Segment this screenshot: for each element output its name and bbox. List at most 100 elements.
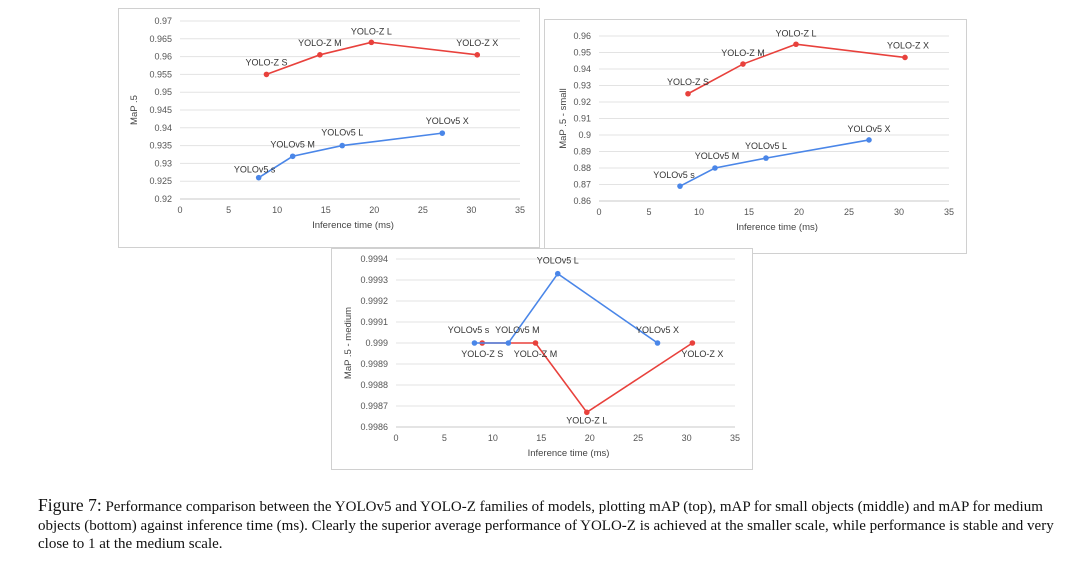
data-label: YOLOv5 L bbox=[537, 256, 579, 266]
data-label: YOLOv5 L bbox=[321, 128, 363, 138]
y-tick-label: 0.9987 bbox=[360, 401, 388, 411]
data-point bbox=[654, 340, 661, 346]
series-line bbox=[258, 132, 443, 179]
x-tick-label: 10 bbox=[694, 207, 704, 217]
data-point bbox=[289, 153, 296, 160]
figure-caption: Figure 7: Performance comparison between… bbox=[38, 496, 1070, 554]
caption-text: Performance comparison between the YOLOv… bbox=[38, 499, 1054, 552]
y-tick-label: 0.935 bbox=[149, 141, 172, 151]
y-tick-label: 0.89 bbox=[573, 147, 591, 157]
series-line bbox=[266, 41, 478, 76]
x-tick-label: 0 bbox=[596, 207, 601, 217]
data-label: YOLO-Z M bbox=[298, 38, 342, 48]
x-tick-label: 25 bbox=[844, 207, 854, 217]
x-tick-label: 5 bbox=[442, 433, 447, 443]
y-tick-label: 0.945 bbox=[149, 105, 172, 115]
caption-figure-label: Figure 7: bbox=[38, 495, 102, 515]
chart-panel-map-small bbox=[544, 19, 967, 254]
data-point bbox=[255, 174, 262, 181]
x-axis-title: Inference time (ms) bbox=[736, 222, 818, 233]
y-tick-label: 0.9994 bbox=[360, 254, 388, 264]
data-label: YOLOv5 X bbox=[847, 124, 890, 134]
y-tick-label: 0.95 bbox=[573, 48, 591, 58]
y-tick-label: 0.86 bbox=[573, 196, 591, 206]
y-tick-label: 0.96 bbox=[154, 52, 172, 62]
data-label: YOLOv5 X bbox=[636, 325, 679, 335]
data-point bbox=[584, 409, 590, 416]
x-axis-title: Inference time (ms) bbox=[528, 448, 610, 459]
y-tick-label: 0.9986 bbox=[360, 422, 388, 432]
data-label: YOLOv5 L bbox=[745, 141, 787, 151]
x-tick-label: 35 bbox=[944, 207, 954, 217]
data-label: YOLO-Z S bbox=[461, 349, 503, 359]
y-tick-label: 0.925 bbox=[149, 176, 172, 186]
y-tick-label: 0.9992 bbox=[360, 296, 388, 306]
y-tick-label: 0.9991 bbox=[360, 317, 388, 327]
data-point bbox=[263, 71, 270, 78]
data-point bbox=[763, 155, 769, 161]
y-axis-title: MaP .5 - small bbox=[558, 88, 569, 149]
data-label: YOLOv5 M bbox=[270, 139, 315, 149]
data-label: YOLOv5 X bbox=[426, 116, 469, 126]
data-label: YOLOv5 s bbox=[653, 170, 695, 180]
y-tick-label: 0.9 bbox=[578, 130, 591, 140]
x-tick-label: 30 bbox=[466, 205, 476, 215]
y-tick-label: 0.92 bbox=[573, 97, 591, 107]
data-label: YOLO-Z L bbox=[351, 26, 392, 36]
x-tick-label: 5 bbox=[646, 207, 651, 217]
series-line bbox=[687, 43, 906, 95]
data-point bbox=[793, 41, 799, 48]
data-point bbox=[439, 130, 446, 136]
y-tick-label: 0.955 bbox=[149, 69, 172, 79]
x-tick-label: 30 bbox=[894, 207, 904, 217]
x-tick-label: 10 bbox=[272, 205, 282, 215]
y-tick-label: 0.94 bbox=[154, 123, 172, 133]
y-tick-label: 0.965 bbox=[149, 34, 172, 44]
data-point bbox=[532, 340, 539, 346]
data-point bbox=[689, 340, 696, 346]
x-tick-label: 15 bbox=[536, 433, 546, 443]
data-point bbox=[474, 52, 481, 58]
data-label: YOLO-Z S bbox=[245, 57, 287, 67]
data-label: YOLO-Z S bbox=[667, 77, 709, 87]
x-tick-label: 0 bbox=[393, 433, 398, 443]
series-line bbox=[474, 272, 658, 344]
data-label: YOLOv5 s bbox=[448, 325, 490, 335]
y-tick-label: 0.97 bbox=[154, 16, 172, 26]
x-tick-label: 10 bbox=[488, 433, 498, 443]
data-point bbox=[866, 137, 872, 143]
y-axis-title: MaP .5 bbox=[129, 95, 140, 125]
y-tick-label: 0.9993 bbox=[360, 275, 388, 285]
data-label: YOLO-Z M bbox=[514, 349, 558, 359]
y-tick-label: 0.9989 bbox=[360, 359, 388, 369]
data-label: YOLO-Z L bbox=[566, 415, 607, 425]
series-line bbox=[679, 139, 870, 187]
data-point bbox=[554, 270, 561, 277]
data-point bbox=[902, 54, 908, 61]
x-tick-label: 20 bbox=[369, 205, 379, 215]
data-label: YOLO-Z M bbox=[721, 48, 765, 58]
y-tick-label: 0.96 bbox=[573, 31, 591, 41]
y-tick-label: 0.93 bbox=[154, 158, 172, 168]
x-tick-label: 35 bbox=[515, 205, 525, 215]
y-tick-label: 0.91 bbox=[573, 114, 591, 124]
x-tick-label: 35 bbox=[730, 433, 740, 443]
data-point bbox=[368, 39, 375, 46]
x-tick-label: 25 bbox=[633, 433, 643, 443]
x-tick-label: 0 bbox=[177, 205, 182, 215]
data-label: YOLO-Z X bbox=[887, 40, 929, 50]
data-point bbox=[677, 183, 683, 189]
data-point bbox=[471, 340, 478, 346]
x-tick-label: 5 bbox=[226, 205, 231, 215]
y-tick-label: 0.92 bbox=[154, 194, 172, 204]
data-label: YOLOv5 s bbox=[234, 165, 276, 175]
x-axis-title: Inference time (ms) bbox=[312, 220, 394, 231]
data-label: YOLOv5 M bbox=[695, 151, 740, 161]
data-point bbox=[712, 165, 718, 171]
x-tick-label: 15 bbox=[744, 207, 754, 217]
data-label: YOLO-Z X bbox=[681, 349, 723, 359]
y-axis-title: MaP .5 - medium bbox=[343, 307, 354, 379]
y-tick-label: 0.95 bbox=[154, 87, 172, 97]
x-tick-label: 25 bbox=[418, 205, 428, 215]
